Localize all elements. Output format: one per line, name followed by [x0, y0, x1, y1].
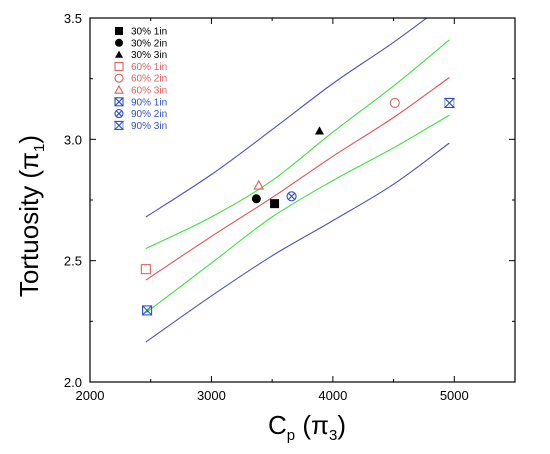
legend-label: 60% 2in [131, 74, 167, 85]
axis-ticks: 2000 3000 4000 5000 2.0 2.5 3.0 3.5 [64, 11, 516, 403]
data-points [140, 97, 456, 316]
legend-marker [115, 50, 123, 58]
x-axis-title-pi: π [311, 410, 329, 440]
data-point-90-1in [142, 305, 153, 316]
legend-item: 60% 2in [114, 73, 167, 85]
legend-item: 60% 1in [114, 61, 167, 73]
legend-marker [115, 38, 123, 47]
prediction-lower-line [145, 142, 450, 343]
x-tick-label: 3000 [197, 388, 226, 403]
confidence-lower-line [145, 114, 450, 314]
legend-marker [113, 120, 125, 130]
x-axis-title-paren-open: ( [295, 410, 311, 440]
x-tick-label: 4000 [318, 388, 347, 403]
legend-label: 60% 3in [131, 86, 167, 97]
data-point-90-2in [286, 191, 297, 202]
legend-label: 30% 3in [131, 50, 167, 61]
x-tick-label: 2000 [76, 388, 105, 403]
y-axis-title-paren-open: ( [14, 170, 44, 179]
x-axis-title-main: C [268, 410, 287, 440]
legend-item: 30% 2in [115, 38, 167, 49]
legend-label: 90% 2in [131, 109, 167, 120]
y-tick-label: 3.5 [64, 11, 82, 26]
data-point-60-3in [253, 179, 265, 190]
data-point-60-1in [140, 264, 151, 275]
legend-label: 90% 1in [131, 97, 167, 108]
legend-item: 30% 3in [115, 50, 167, 61]
fit-line [145, 77, 450, 281]
y-tick-label: 3.0 [64, 132, 82, 147]
prediction-upper-line [145, 18, 428, 218]
regression-lines [145, 18, 450, 343]
legend-label: 90% 3in [131, 121, 167, 132]
legend-marker [114, 73, 124, 83]
data-point-30-3in [315, 126, 324, 135]
y-axis-title-paren-close: ) [14, 135, 44, 144]
legend-marker [115, 27, 123, 35]
confidence-upper-line [145, 39, 450, 249]
legend-marker [114, 84, 124, 94]
legend-marker [114, 61, 124, 71]
y-tick-label: 2.5 [64, 254, 82, 269]
legend-marker [114, 97, 124, 107]
data-point-30-2in [251, 194, 261, 204]
y-axis-title-pi: π [14, 152, 44, 170]
x-axis-title-sub: p [287, 427, 295, 444]
x-tick-label: 5000 [440, 388, 469, 403]
legend-item: 90% 2in [114, 109, 167, 120]
x-axis-title-pi-sub: 3 [329, 427, 337, 444]
legend-item: 90% 3in [113, 120, 167, 132]
y-tick-label: 2.0 [64, 375, 82, 390]
data-point-30-1in [270, 199, 280, 209]
x-axis-title: Cp (π3) [268, 410, 346, 444]
y-axis-title-main: Tortuosity [14, 179, 44, 298]
legend-item: 60% 3in [114, 84, 167, 97]
legend-label: 60% 1in [131, 62, 167, 73]
y-axis-title-sub: 1 [31, 144, 48, 152]
x-axis-title-paren-close: ) [337, 410, 346, 440]
y-axis-title: Tortuosity (π1) [14, 135, 48, 297]
legend-item: 90% 1in [114, 97, 167, 108]
legend-marker [114, 109, 124, 119]
data-point-60-2in [389, 97, 400, 108]
data-point-90-3in [443, 97, 456, 108]
legend-label: 30% 2in [131, 38, 167, 49]
legend-label: 30% 1in [131, 27, 167, 38]
legend-item: 30% 1in [115, 27, 167, 38]
